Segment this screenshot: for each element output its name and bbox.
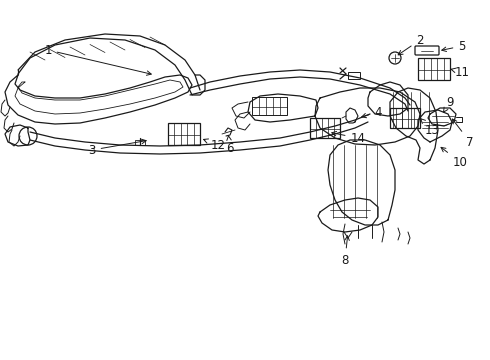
Text: 8: 8	[342, 236, 349, 266]
Text: 14: 14	[332, 131, 366, 144]
Text: 13: 13	[420, 118, 440, 136]
Text: 7: 7	[452, 119, 474, 149]
Bar	[252, 97, 287, 115]
Text: 5: 5	[442, 40, 466, 53]
Text: 3: 3	[88, 139, 146, 157]
Bar	[135, 140, 145, 145]
Text: 11: 11	[451, 66, 469, 78]
Text: 10: 10	[441, 147, 467, 168]
Text: 2: 2	[398, 33, 424, 55]
Text: 6: 6	[226, 136, 234, 154]
Bar	[168, 123, 200, 145]
Bar	[348, 72, 360, 79]
Text: 9: 9	[443, 95, 454, 112]
Text: 12: 12	[204, 139, 225, 152]
Text: 1: 1	[44, 44, 151, 75]
Text: 4: 4	[362, 105, 382, 118]
Bar	[418, 58, 450, 80]
Bar	[390, 108, 420, 128]
Bar	[310, 118, 340, 138]
